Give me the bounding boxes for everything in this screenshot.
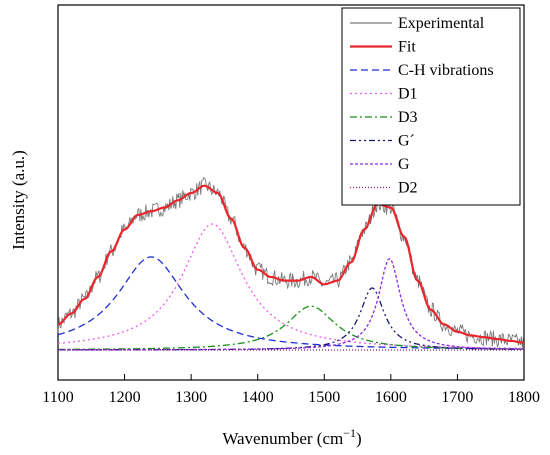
legend-label-3: D1	[398, 86, 418, 103]
legend: Experimental Fit C-H vibrations D1 D3 G´ G D2	[341, 7, 521, 206]
x-tick-label: 1300	[175, 389, 207, 406]
x-tick-label: 1800	[508, 389, 540, 406]
series-line-4	[58, 305, 525, 351]
y-axis-title: Intensity (a.u.)	[9, 150, 28, 250]
series-line-6	[58, 257, 525, 351]
x-tick-label: 1600	[375, 389, 407, 406]
x-tick-label: 1100	[42, 389, 73, 406]
series-line-1	[57, 184, 525, 344]
legend-label-0: Experimental	[398, 15, 485, 32]
plot-frame	[57, 4, 525, 381]
legend-label-4: D3	[398, 109, 418, 126]
x-tick-label: 1200	[109, 389, 141, 406]
legend-label-2: C-H vibrations	[398, 62, 494, 79]
series-line-0	[57, 177, 524, 349]
x-tick-label: 1500	[308, 389, 340, 406]
x-tick-label: 1400	[242, 389, 274, 406]
legend-label-6: G	[398, 156, 410, 173]
series-layer	[57, 177, 525, 351]
x-axis: 1100 1200 1300 1400 1500 1600 1700 1800	[42, 374, 540, 406]
legend-box	[341, 7, 521, 206]
legend-label-7: D2	[398, 180, 418, 197]
series-line-2	[57, 256, 525, 350]
x-axis-title-main: Wavenumber (cm	[222, 429, 343, 448]
x-axis-title-sup: −1	[343, 426, 356, 440]
x-axis-title-close: )	[356, 429, 362, 448]
legend-label-5: G´	[398, 133, 415, 150]
x-axis-title: Wavenumber (cm−1)	[222, 426, 361, 448]
legend-label-1: Fit	[398, 39, 416, 56]
x-tick-label: 1700	[441, 389, 473, 406]
legend-items: Experimental Fit C-H vibrations D1 D3 G´ G D2	[350, 15, 494, 197]
